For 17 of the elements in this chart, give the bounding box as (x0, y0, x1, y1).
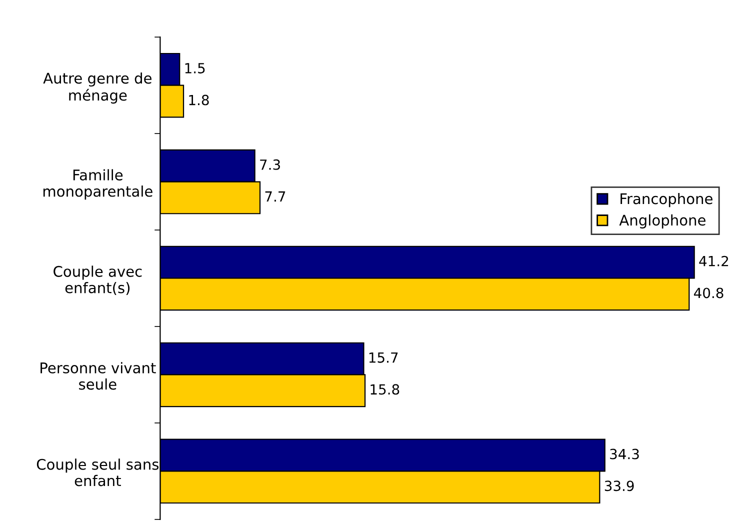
y-tick-label: Couple seul sans enfant (36, 458, 159, 486)
data-label: 33.9 (604, 480, 634, 492)
y-tick-label: Autre genre de ménage (43, 72, 152, 104)
data-label: 34.3 (610, 448, 639, 460)
legend-label: Francophone (620, 192, 712, 208)
data-label: 1.8 (189, 94, 209, 106)
data-label: 1.5 (185, 63, 205, 74)
data-label: 7.7 (265, 191, 286, 202)
data-label: 41.2 (699, 256, 728, 266)
data-label: 7.3 (260, 159, 280, 170)
data-label: 15.7 (369, 352, 398, 363)
y-tick-label: Personne vivant seule (40, 362, 156, 390)
y-tick-label: Famille monoparentale (43, 169, 152, 200)
legend-label: Anglophone (619, 214, 706, 228)
data-label: 15.8 (370, 384, 400, 395)
y-tick-label: Couple avec enfant(s) (54, 266, 142, 295)
data-label: 40.8 (694, 288, 724, 298)
